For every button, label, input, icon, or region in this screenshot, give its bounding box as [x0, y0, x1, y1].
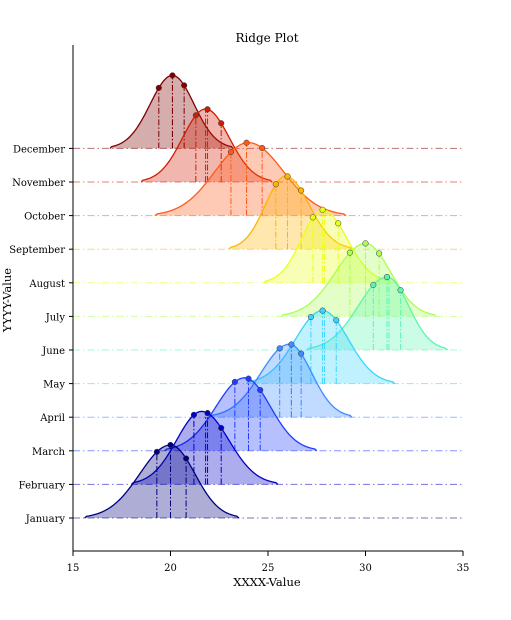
quartile-point	[204, 106, 211, 113]
y-tick-label: April	[39, 413, 65, 424]
quartile-point	[259, 144, 266, 152]
quartile-point	[192, 112, 199, 119]
ridge-february	[131, 410, 279, 485]
quartile-point	[257, 386, 264, 394]
density-fill	[209, 344, 352, 418]
quartile-point	[397, 287, 404, 294]
ridge-may	[246, 307, 396, 385]
x-tick-label: 35	[457, 563, 470, 574]
density-fill	[154, 142, 346, 216]
quartile-point	[218, 424, 225, 432]
density-fill	[110, 75, 233, 149]
quartile-point	[370, 281, 377, 288]
quartile-point	[346, 249, 353, 256]
y-tick-label: March	[32, 447, 66, 458]
density-fill	[264, 209, 391, 283]
density-fill	[164, 377, 317, 451]
chart-title: Ridge Plot	[235, 31, 298, 45]
quartile-point	[169, 72, 176, 79]
quartile-point	[383, 273, 391, 281]
ridge-april	[209, 341, 353, 418]
y-tick-label: July	[45, 312, 66, 323]
quartile-point	[362, 240, 369, 247]
x-axis-label: XXXX-Value	[233, 575, 301, 589]
y-tick-label: February	[19, 480, 66, 491]
quartile-point	[227, 148, 234, 156]
quartile-point	[218, 120, 225, 127]
quartile-point	[288, 341, 295, 348]
ridge-september	[228, 173, 353, 250]
quartile-point	[284, 173, 291, 180]
quartile-point	[204, 410, 211, 417]
density-curve	[306, 276, 448, 351]
quartile-point	[181, 82, 188, 89]
y-tick-labels: January February March April May June July Augu…	[9, 144, 73, 525]
y-tick-label: June	[41, 346, 65, 357]
density-curve	[228, 175, 353, 250]
density-fill	[246, 310, 395, 384]
quartile-point	[307, 314, 314, 321]
x-tick-label: 30	[359, 563, 372, 574]
ridge-july	[281, 240, 437, 317]
quartile-point	[231, 378, 238, 385]
density-curve	[84, 444, 240, 519]
density-fill	[141, 109, 272, 182]
y-tick-label: December	[13, 144, 65, 155]
quartile-point	[333, 317, 340, 324]
ridge-august	[263, 206, 392, 284]
quartile-point	[183, 455, 190, 462]
x-tick-label: 20	[164, 563, 177, 574]
quartile-point	[298, 350, 305, 357]
y-axis-label: YYYY-Value	[0, 268, 14, 333]
y-tick-label: May	[43, 380, 65, 391]
density-curve	[154, 141, 347, 217]
y-tick-label: January	[25, 514, 66, 525]
quartile-point	[272, 181, 279, 188]
density-curve	[164, 377, 318, 452]
quartile-point	[319, 206, 326, 213]
quartile-point	[319, 307, 326, 314]
density-fill	[84, 445, 239, 518]
density-fill	[281, 243, 436, 317]
ridge-november	[140, 106, 273, 183]
quartile-point	[243, 139, 250, 146]
quartile-point	[276, 345, 283, 352]
y-tick-label: October	[24, 212, 65, 223]
ridges	[73, 72, 463, 519]
density-fill	[131, 411, 278, 485]
quartile-point	[167, 441, 174, 449]
x-tick-label: 25	[262, 563, 275, 574]
density-fill	[307, 277, 448, 350]
y-tick-label: August	[28, 279, 65, 290]
quartile-point	[298, 187, 305, 194]
x-tick-labels: 15 20 25 30 35	[67, 551, 470, 574]
ridge-june	[306, 273, 448, 351]
quartile-point	[376, 250, 383, 257]
density-curve	[263, 209, 392, 284]
ridge-december	[109, 72, 234, 149]
quartile-point	[155, 84, 162, 91]
density-curve	[131, 410, 279, 485]
quartile-point	[245, 375, 252, 382]
density-curve	[281, 242, 437, 317]
quartile-point	[153, 448, 160, 455]
density-fill	[229, 176, 352, 250]
x-tick-label: 15	[67, 563, 80, 574]
ridge-october	[154, 139, 347, 217]
y-tick-label: November	[12, 178, 65, 189]
ridge-january	[84, 441, 240, 519]
y-tick-label: September	[9, 245, 65, 256]
quartile-point	[335, 220, 342, 227]
quartile-point	[190, 411, 197, 418]
quartile-point	[309, 214, 316, 221]
ridge-march	[164, 375, 318, 452]
